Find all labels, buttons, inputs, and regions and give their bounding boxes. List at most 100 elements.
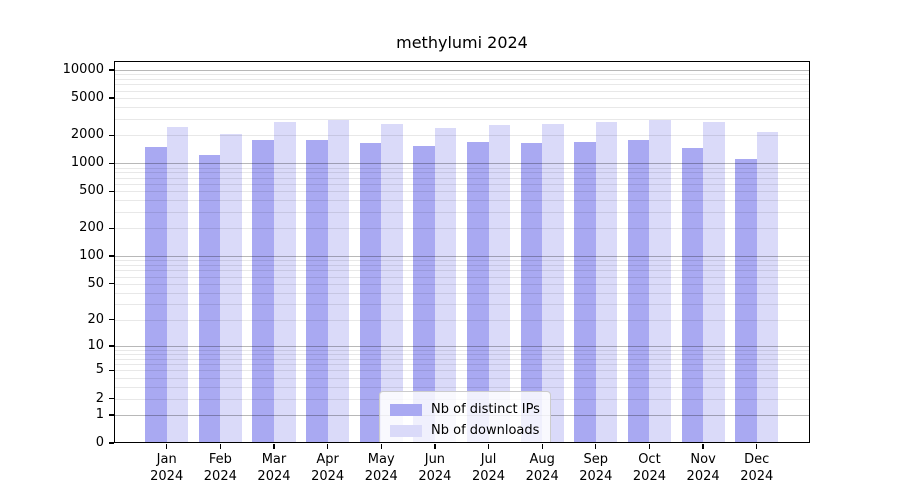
major-gridline-10000 (114, 70, 810, 72)
bar-downloads-feb (220, 134, 242, 443)
x-tick-label-oct: Oct 2024 (617, 452, 681, 485)
minor-gridline-3 (114, 386, 810, 388)
month-label-nov: Nov (690, 452, 716, 467)
x-tick-label-may: May 2024 (349, 452, 413, 485)
y-tick-label-200: 200 (79, 220, 104, 236)
bar-distinct-ips-aug (520, 143, 543, 443)
minor-gridline-8 (114, 354, 810, 356)
year-label-feb: 2024 (203, 468, 237, 484)
bar-distinct-ips-sep (574, 142, 596, 443)
year-label-apr: 2024 (311, 468, 345, 484)
x-tick-label-mar: Mar 2024 (242, 452, 306, 485)
plot-area: Nb of distinct IPs Nb of downloads (114, 61, 810, 443)
legend-label-distinct-ips: Nb of distinct IPs (431, 402, 540, 417)
y-tick-label-50: 50 (87, 275, 104, 291)
y-tick-label-1000: 1000 (70, 155, 104, 171)
minor-gridline-600 (114, 183, 810, 185)
bar-downloads-nov (703, 121, 725, 443)
minor-gridline-6000 (114, 90, 810, 92)
y-tick-1000 (109, 162, 114, 164)
year-label-may: 2024 (364, 468, 398, 484)
minor-gridline-7 (114, 358, 810, 360)
major-gridline-100 (114, 256, 810, 258)
x-tick-sep (595, 444, 597, 449)
minor-gridline-4000 (114, 107, 810, 109)
minor-gridline-8000 (114, 79, 810, 81)
y-tick-label-1: 1 (95, 406, 104, 422)
minor-gridline-2000 (114, 135, 810, 137)
y-axis: 0 1 2 5 10 20 50 100 200 500 1000 2000 5000 10000 (0, 61, 114, 450)
month-label-oct: Oct (638, 452, 661, 467)
bar-downloads-aug (542, 123, 564, 443)
minor-gridline-30 (114, 303, 810, 305)
x-tick-label-dec: Dec 2024 (725, 452, 789, 485)
bar-distinct-ips-nov (681, 148, 704, 443)
x-tick-label-feb: Feb 2024 (188, 452, 252, 485)
bar-downloads-dec (756, 132, 779, 443)
x-tick-label-nov: Nov 2024 (671, 452, 735, 485)
minor-gridline-3000 (114, 118, 810, 120)
y-tick-10000 (109, 69, 114, 71)
minor-gridline-70 (114, 270, 810, 272)
bar-distinct-ips-may (359, 143, 382, 443)
x-tick-nov (702, 444, 704, 449)
minor-gridline-800 (114, 172, 810, 174)
minor-gridline-6 (114, 364, 810, 366)
month-label-sep: Sep (583, 452, 609, 467)
bar-distinct-ips-jan (145, 146, 167, 443)
bar-distinct-ips-mar (252, 139, 274, 443)
legend-label-downloads: Nb of downloads (431, 423, 540, 438)
month-label-dec: Dec (744, 452, 770, 467)
minor-gridline-5000 (114, 98, 810, 100)
month-label-may: May (367, 452, 395, 467)
year-label-jan: 2024 (150, 468, 184, 484)
bar-downloads-oct (649, 119, 672, 443)
y-tick-label-10000: 10000 (62, 62, 104, 78)
y-tick-10 (109, 345, 114, 347)
minor-gridline-60 (114, 276, 810, 278)
year-label-dec: 2024 (740, 468, 774, 484)
legend: Nb of distinct IPs Nb of downloads (379, 391, 551, 443)
bar-downloads-jan (166, 127, 189, 443)
minor-gridline-300 (114, 211, 810, 213)
minor-gridline-50 (114, 283, 810, 285)
x-tick-jul (487, 444, 490, 449)
x-tick-jan (166, 444, 168, 449)
legend-swatch-downloads-icon (390, 424, 422, 437)
legend-swatch-distinct-ips-icon (390, 403, 422, 416)
y-tick-label-5: 5 (95, 362, 104, 378)
chart-title: methylumi 2024 (396, 33, 528, 52)
x-tick-label-apr: Apr 2024 (296, 452, 360, 485)
minor-gridline-40 (114, 292, 810, 294)
y-tick-label-100: 100 (79, 248, 104, 264)
month-label-jul: Jul (480, 452, 497, 467)
y-tick-500 (109, 190, 114, 192)
x-tick-jun (434, 444, 436, 449)
major-gridline-1000 (114, 163, 810, 165)
bar-distinct-ips-apr (306, 139, 328, 443)
y-tick-100 (109, 255, 114, 257)
y-tick-label-2: 2 (95, 390, 104, 406)
minor-gridline-4 (114, 377, 810, 379)
bar-downloads-jun (434, 127, 457, 443)
y-tick-2000 (109, 134, 114, 136)
minor-gridline-7000 (114, 84, 810, 86)
x-tick-aug (541, 444, 543, 449)
major-gridline-10 (114, 345, 810, 347)
legend-item-distinct-ips: Nb of distinct IPs (390, 399, 540, 420)
minor-gridline-900 (114, 167, 810, 169)
month-label-jun: Jun (424, 452, 446, 467)
x-tick-label-jun: Jun 2024 (403, 452, 467, 485)
minor-gridline-20 (114, 319, 810, 321)
bar-downloads-mar (273, 121, 296, 443)
minor-gridline-700 (114, 177, 810, 179)
bar-distinct-ips-dec (735, 159, 757, 443)
y-tick-0 (109, 442, 114, 444)
month-label-apr: Apr (316, 452, 339, 467)
minor-gridline-9 (114, 349, 810, 351)
legend-item-downloads: Nb of downloads (390, 420, 540, 441)
bar-downloads-may (381, 124, 403, 443)
year-label-jun: 2024 (418, 468, 452, 484)
y-tick-2 (109, 397, 114, 400)
